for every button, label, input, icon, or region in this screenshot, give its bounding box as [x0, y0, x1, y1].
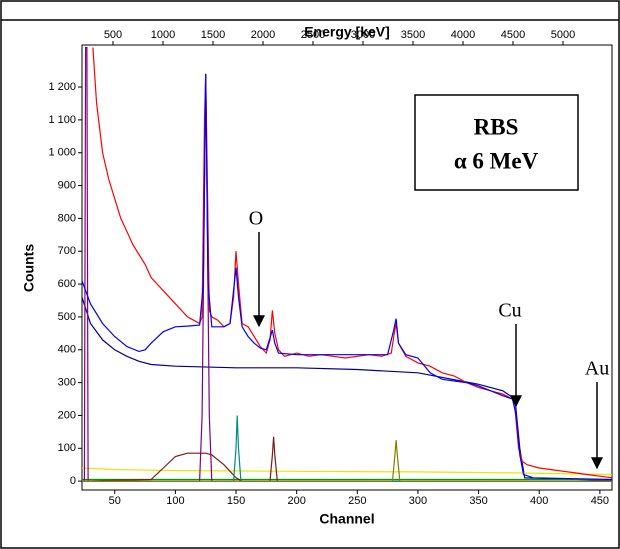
x-tick-label: 50 [109, 495, 121, 507]
x2-tick-label: 500 [104, 29, 122, 41]
y-tick-label: 800 [58, 212, 76, 224]
x-tick-label: 450 [591, 495, 609, 507]
x2-tick-label: 2500 [301, 29, 325, 41]
label-box [414, 94, 579, 191]
series-line [82, 47, 612, 482]
series-line [92, 47, 612, 479]
y-tick-label: 400 [58, 344, 76, 356]
series-line [82, 440, 612, 482]
y-tick-label: 1 000 [48, 147, 76, 159]
x2-tick-label: 1500 [201, 29, 225, 41]
annotation: Au [585, 358, 609, 380]
series-line [82, 297, 612, 482]
y-tick-label: 1 100 [48, 114, 76, 126]
y-tick-label: 100 [58, 442, 76, 454]
y-tick-label: 0 [70, 475, 76, 487]
x-axis-title: Channel [319, 511, 374, 527]
plot-area [81, 44, 613, 491]
y-tick-label: 500 [58, 311, 76, 323]
y-tick-label: 1 200 [48, 81, 76, 93]
series-line [82, 436, 612, 482]
y-tick-label: 700 [58, 245, 76, 257]
x-tick-label: 400 [530, 495, 548, 507]
x-tick-label: 150 [227, 495, 245, 507]
y-tick-label: 300 [58, 377, 76, 389]
series-line [82, 467, 612, 476]
y-tick-label: 200 [58, 409, 76, 421]
annotation: O [249, 208, 263, 230]
x-tick-label: 100 [166, 495, 184, 507]
x2-tick-label: 3000 [351, 29, 375, 41]
x-tick-label: 300 [409, 495, 427, 507]
x2-tick-label: 1000 [151, 29, 175, 41]
x2-tick-label: 5000 [551, 29, 575, 41]
y-tick-label: 600 [58, 278, 76, 290]
annotation: Cu [498, 300, 521, 322]
box-text: α 6 MeV [454, 148, 539, 173]
x-tick-label: 250 [348, 495, 366, 507]
y-axis-title: Counts [21, 244, 37, 292]
y-tick-label: 900 [58, 179, 76, 191]
x2-axis-title: Energy [keV] [304, 24, 390, 40]
series-line [82, 73, 612, 481]
x2-tick-label: 4500 [501, 29, 525, 41]
x2-tick-label: 2000 [251, 29, 275, 41]
x2-tick-label: 4000 [451, 29, 475, 41]
x2-tick-label: 3500 [401, 29, 425, 41]
box-text: RBS [474, 114, 519, 139]
x-tick-label: 200 [287, 495, 305, 507]
x-tick-label: 350 [469, 495, 487, 507]
